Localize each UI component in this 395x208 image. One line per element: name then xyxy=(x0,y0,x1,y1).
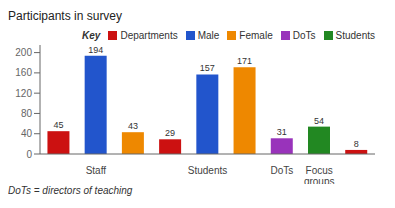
svg-text:194: 194 xyxy=(88,45,103,55)
html-text:Male: Male xyxy=(197,30,220,41)
svg-text:200: 200 xyxy=(15,47,32,58)
svg-text:DoTs: DoTs xyxy=(271,165,294,176)
svg-text:Students: Students xyxy=(188,165,227,176)
svg-text:160: 160 xyxy=(15,67,32,78)
svg-text:43: 43 xyxy=(128,121,138,131)
svg-text:31: 31 xyxy=(277,127,287,137)
svg-text:Staff: Staff xyxy=(86,165,107,176)
svg-text:120: 120 xyxy=(15,88,32,99)
html-text:DoTs: DoTs xyxy=(292,30,316,41)
svg-text:157: 157 xyxy=(200,63,215,73)
svg-text:Focusgroups: Focusgroups xyxy=(304,165,335,184)
html-text:Departments: Departments xyxy=(120,30,178,41)
html-text:Students: Students xyxy=(335,30,375,41)
svg-text:40: 40 xyxy=(21,128,33,139)
svg-text:8: 8 xyxy=(354,139,359,149)
svg-text:45: 45 xyxy=(53,120,63,130)
svg-text:29: 29 xyxy=(165,128,175,138)
svg-text:54: 54 xyxy=(314,116,324,126)
svg-text:80: 80 xyxy=(21,108,33,119)
html-text:Key: Key xyxy=(82,30,101,41)
svg-text:0: 0 xyxy=(26,149,32,160)
html-text:Participants in survey: Participants in survey xyxy=(8,9,122,23)
html-text:DoTs = directors of teaching: DoTs = directors of teaching xyxy=(8,185,133,196)
svg-text:171: 171 xyxy=(237,56,252,66)
html-text:Female: Female xyxy=(239,30,273,41)
